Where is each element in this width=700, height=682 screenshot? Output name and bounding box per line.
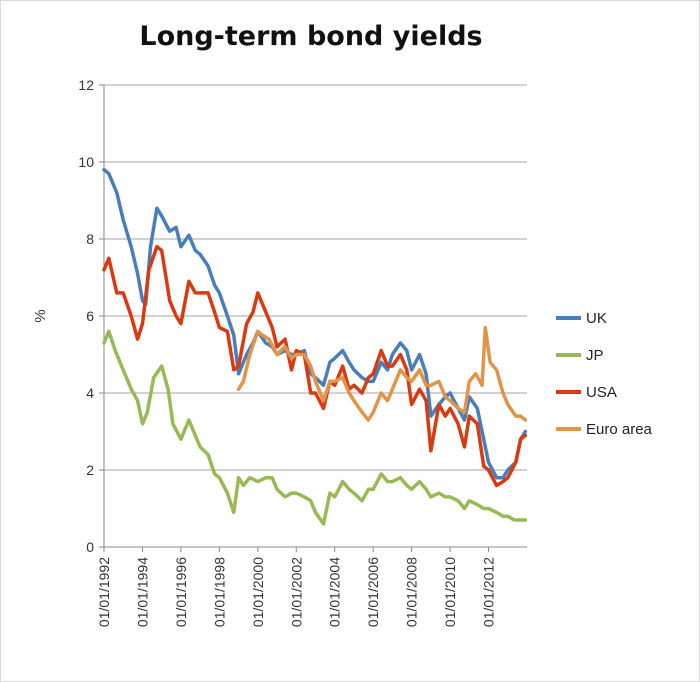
x-tick-label: 01/01/1992	[96, 557, 112, 627]
y-tick-label: 0	[86, 539, 94, 555]
legend-label-euro-area: Euro area	[586, 421, 653, 438]
series-line-jp	[102, 329, 528, 526]
x-tick-label: 01/01/1994	[134, 557, 150, 627]
x-tick-label: 01/01/2006	[365, 557, 381, 627]
x-tick-label: 01/01/2010	[442, 557, 458, 627]
y-tick-label: 2	[86, 462, 94, 478]
y-tick-label: 12	[78, 77, 94, 93]
y-axis-title: %	[32, 309, 49, 322]
x-tick-label: 01/01/2000	[250, 557, 266, 627]
chart-title: Long-term bond yields	[139, 21, 483, 52]
y-tick-label: 6	[86, 308, 94, 324]
y-tick-label: 8	[86, 231, 94, 247]
y-tick-label: 10	[78, 154, 94, 170]
legend-label-jp: JP	[586, 347, 604, 364]
series-line-euro-area	[236, 325, 528, 422]
legend-label-uk: UK	[586, 310, 607, 327]
x-tick-label: 01/01/2012	[481, 557, 497, 627]
legend-label-usa: USA	[586, 384, 617, 401]
x-tick-label: 01/01/1996	[173, 557, 189, 627]
y-tick-label: 4	[86, 385, 94, 401]
series-line-usa	[102, 244, 528, 488]
x-tick-label: 01/01/2008	[404, 557, 420, 627]
x-tick-label: 01/01/2002	[288, 557, 304, 627]
series-line-uk	[102, 167, 528, 480]
x-tick-label: 01/01/1998	[211, 557, 227, 627]
x-tick-label: 01/01/2004	[327, 557, 343, 627]
